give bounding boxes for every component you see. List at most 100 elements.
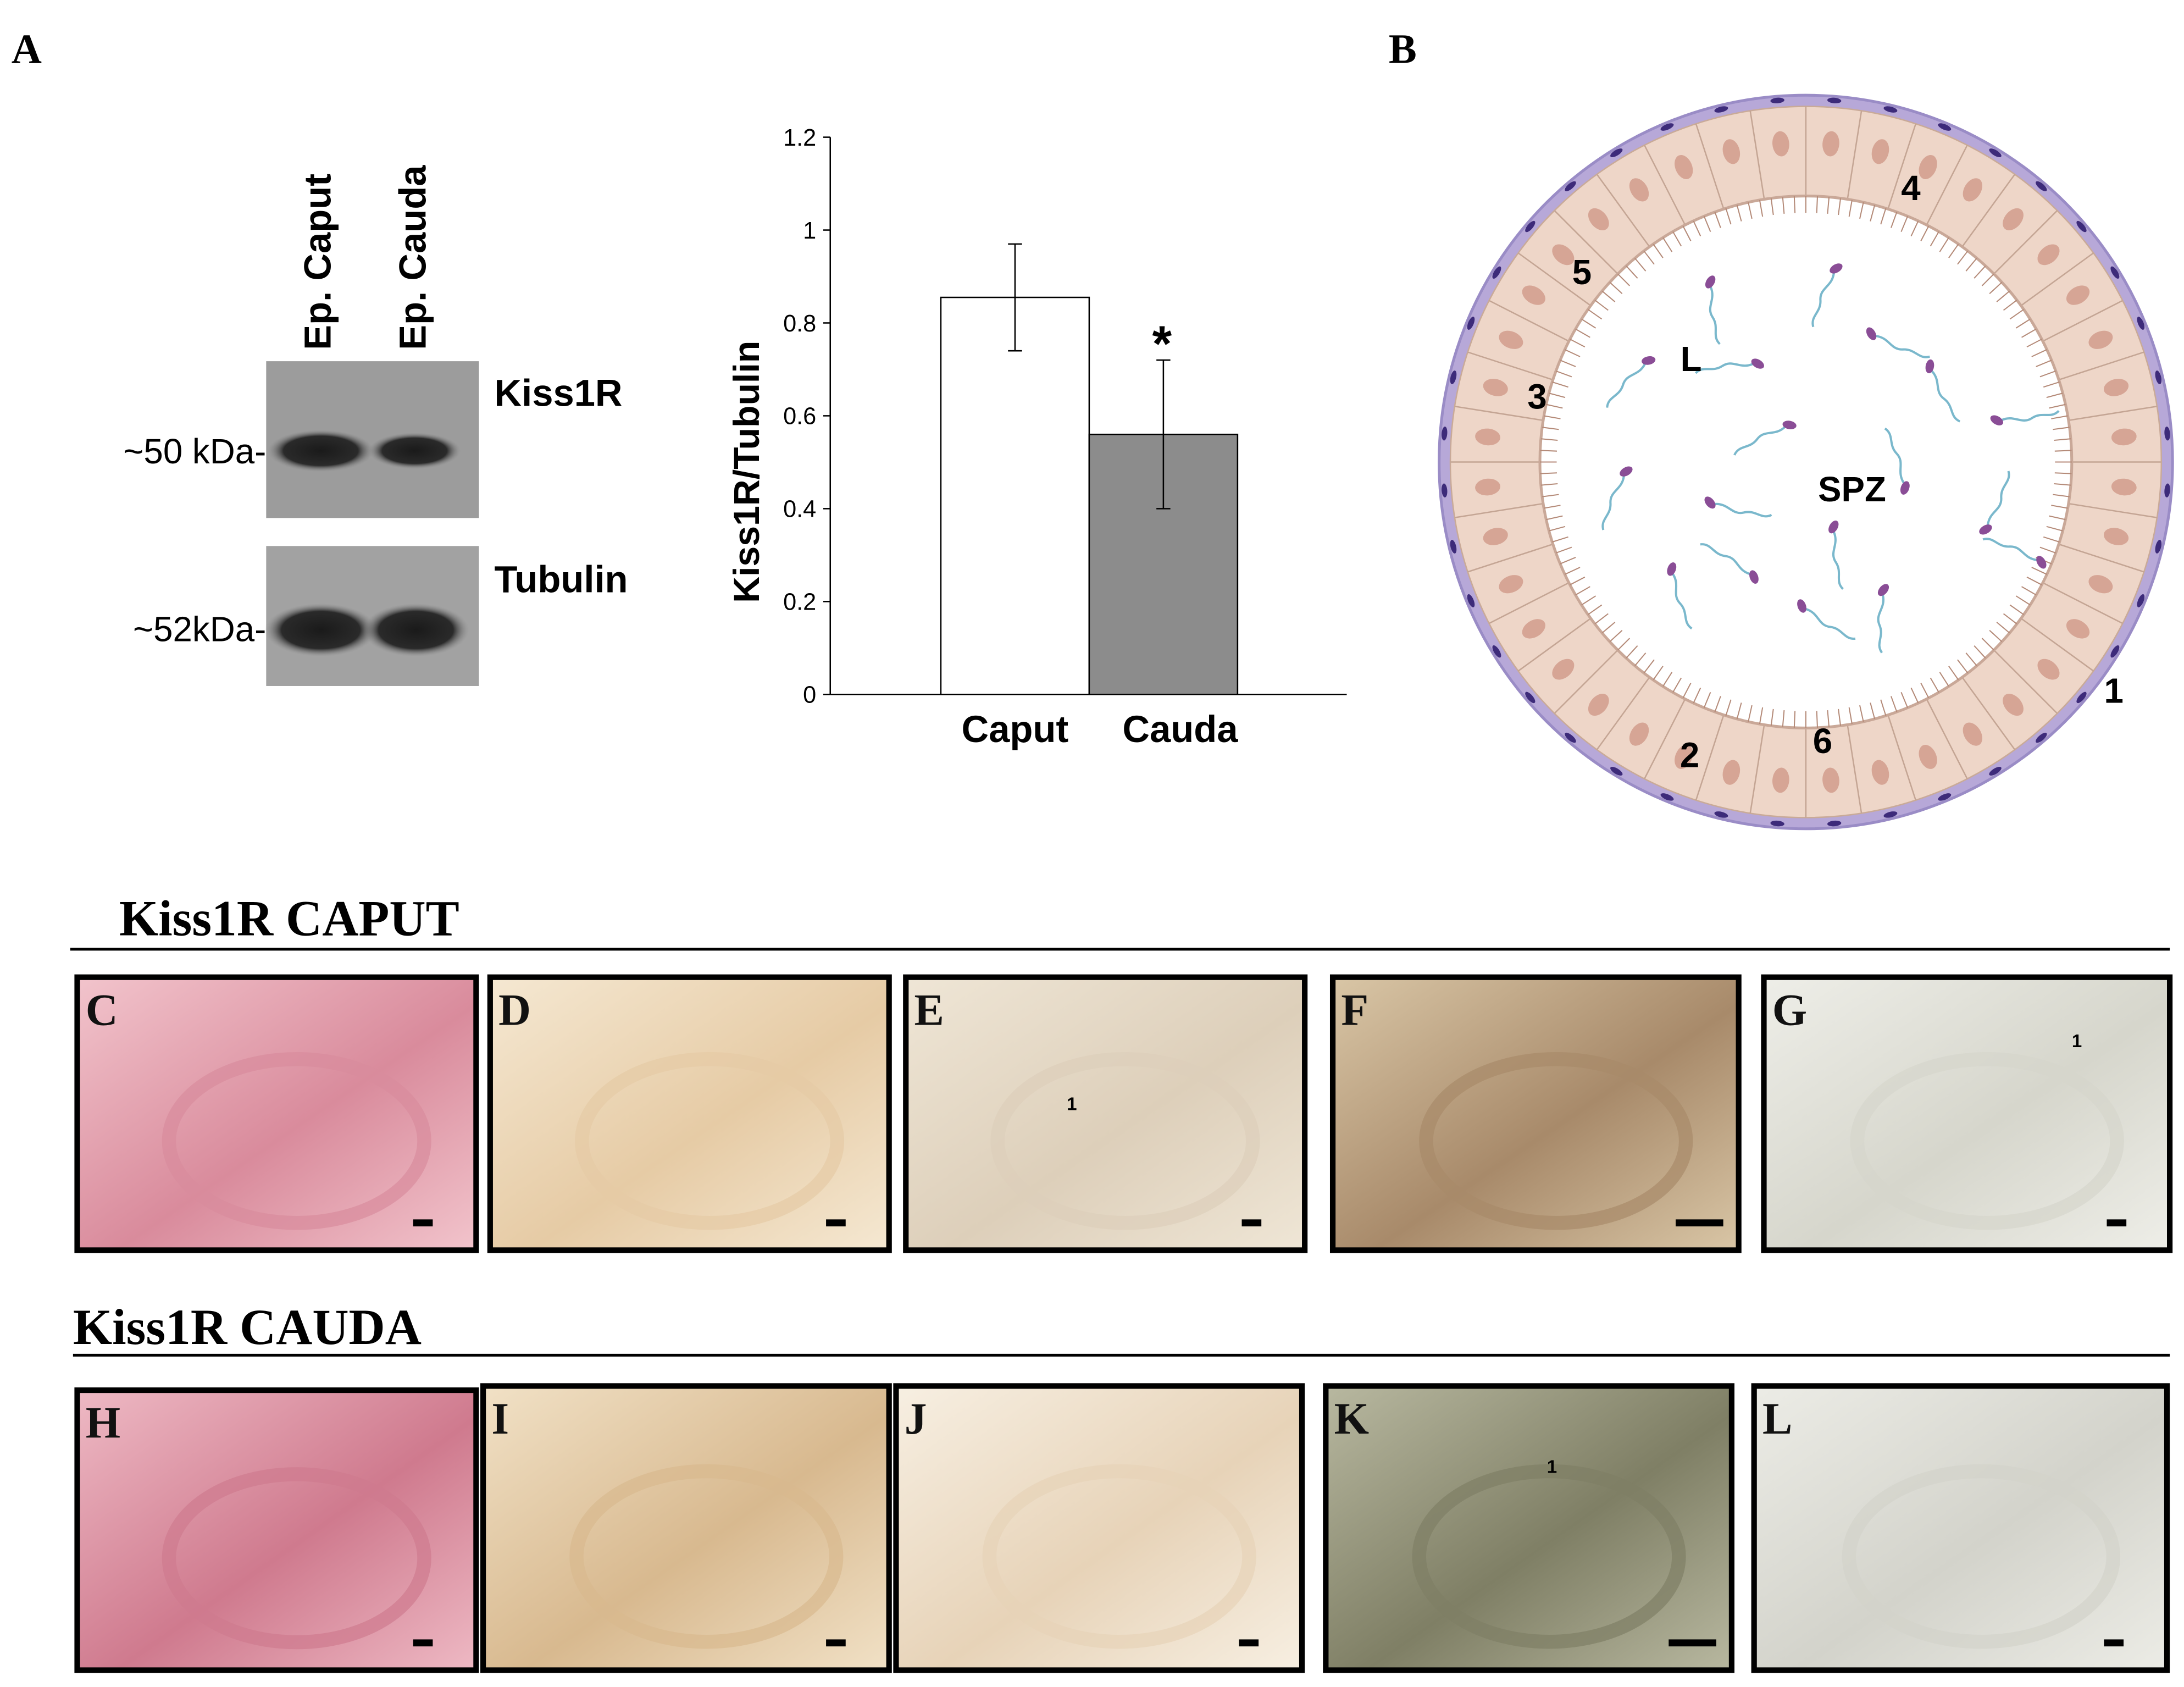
basal-nucleus — [1714, 811, 1728, 818]
basal-nucleus — [1467, 594, 1475, 607]
cilium — [2054, 438, 2071, 441]
panel-letter: G — [1772, 984, 1807, 1035]
basal-nucleus — [1660, 793, 1674, 801]
nucleus — [1522, 619, 1545, 639]
nucleus — [1629, 722, 1649, 746]
basal-nucleus — [1467, 317, 1475, 330]
y-axis-label: Kiss1R/Tubulin — [727, 341, 767, 603]
cilium — [2036, 359, 2052, 367]
cilium — [1626, 266, 1638, 279]
cilium — [1653, 244, 1664, 258]
sperm — [1667, 562, 1693, 630]
diagram-label: 2 — [1680, 736, 1699, 775]
basal-nucleus — [1989, 766, 2002, 776]
cilium — [2046, 526, 2063, 532]
nucleus — [1871, 139, 1889, 164]
cilium — [1594, 300, 1609, 311]
panel-letter: F — [1341, 984, 1368, 1035]
sperm — [1828, 520, 1844, 590]
nucleus — [1522, 285, 1545, 305]
x-tick-label: Caput — [962, 708, 1069, 750]
cilium — [2049, 403, 2066, 409]
nucleus — [2111, 478, 2137, 496]
cilium — [1957, 250, 1969, 265]
cell-border — [1926, 699, 1968, 779]
blot-band — [264, 603, 377, 657]
nucleus — [1772, 131, 1789, 157]
cell-border — [1488, 582, 1570, 624]
scale-bar — [413, 1639, 433, 1647]
nucleus — [2003, 208, 2024, 230]
diagram-label: SPZ — [1818, 470, 1886, 509]
cilium — [1989, 629, 2003, 643]
nucleus — [1483, 528, 1508, 545]
basal-nucleus — [1938, 793, 1952, 801]
nucleus — [1822, 131, 1839, 157]
cilium — [1880, 208, 1887, 225]
cilium — [2009, 309, 2024, 320]
cilium — [1759, 707, 1764, 724]
tubule — [1412, 1464, 1686, 1649]
scale-bar — [826, 1219, 846, 1227]
cell-border — [1695, 123, 1725, 209]
cilium — [1634, 258, 1647, 272]
cell-border — [1887, 715, 1917, 801]
cilium — [1939, 237, 1949, 252]
scale-bar — [826, 1639, 846, 1647]
cilium — [2021, 586, 2037, 596]
tubule — [575, 1052, 845, 1230]
y-tick-label: 0.8 — [783, 311, 816, 337]
cilium — [2053, 427, 2070, 430]
cilium — [1725, 699, 1732, 716]
cilium — [1546, 403, 1563, 409]
diagram-label: 6 — [1813, 722, 1832, 761]
sperm — [1925, 359, 1961, 423]
cilium — [2031, 349, 2047, 357]
x-tick-label: Cauda — [1122, 708, 1238, 750]
basal-nucleus — [1525, 692, 1536, 704]
sperm-tail — [1877, 594, 1885, 654]
section-title: Kiss1R CAUDA — [73, 1299, 422, 1355]
sperm — [1733, 421, 1797, 456]
cilium — [1549, 526, 1566, 532]
nucleus — [1871, 760, 1889, 785]
cilium — [1859, 705, 1864, 722]
cilium — [1725, 208, 1732, 225]
size-label: ~50 kDa- — [123, 432, 266, 471]
basal-nucleus — [1442, 483, 1448, 497]
cilium — [2026, 339, 2042, 348]
cell-border — [1961, 677, 2016, 750]
nucleus — [2003, 693, 2024, 716]
cilium — [1870, 703, 1876, 720]
y-tick-label: 0.6 — [783, 403, 816, 430]
sperm-head — [1797, 599, 1806, 613]
scale-bar — [2107, 1219, 2127, 1227]
cell-border — [1596, 677, 1650, 750]
cilium — [1587, 309, 1603, 320]
y-tick-label: 1 — [803, 218, 816, 244]
basal-nucleus — [1565, 732, 1576, 743]
basal-nucleus — [1565, 181, 1576, 192]
cell-border — [2042, 582, 2123, 624]
cilium — [2054, 483, 2071, 486]
cell-border — [1695, 715, 1725, 801]
significance-mark: * — [1152, 316, 1172, 372]
cilium — [1703, 692, 1711, 708]
cilium — [1693, 220, 1701, 237]
basal-nucleus — [1660, 123, 1674, 131]
scale-bar — [413, 1219, 433, 1227]
cilium — [1575, 586, 1590, 596]
nucleus — [2088, 330, 2113, 349]
nucleus — [1963, 178, 1983, 202]
cilium — [1549, 392, 1566, 399]
y-tick-label: 0.2 — [783, 589, 816, 616]
cilium — [1570, 339, 1586, 348]
cilium — [1714, 212, 1721, 228]
lane-label: Ep. Cauda — [392, 165, 434, 350]
cilium — [1560, 557, 1576, 565]
basal-nucleus — [2155, 370, 2162, 384]
basal-nucleus — [2076, 692, 2087, 704]
cilium — [1736, 703, 1742, 720]
panel-annotation: 1 — [1067, 1094, 1077, 1115]
cilium — [1957, 659, 1969, 674]
